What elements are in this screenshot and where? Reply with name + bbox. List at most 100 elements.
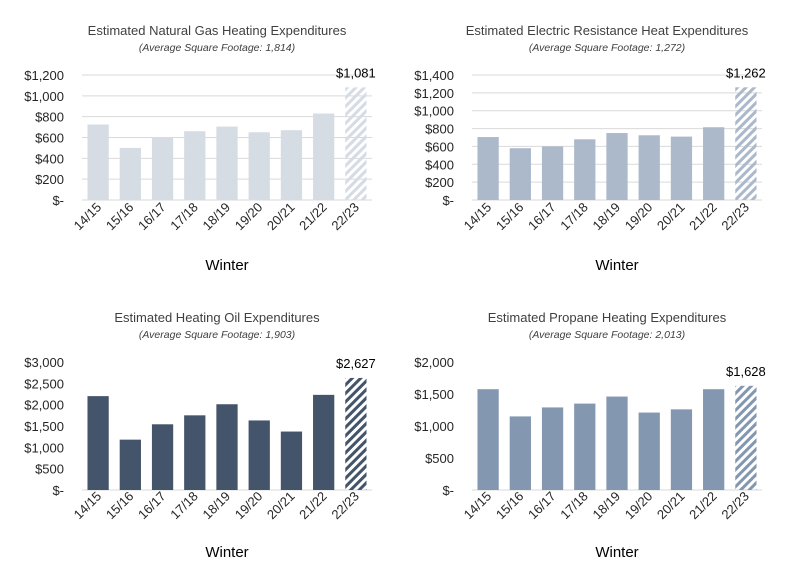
data-label: $1,081 <box>336 65 376 80</box>
y-tick-label: $1,200 <box>24 68 64 83</box>
bar <box>670 409 693 490</box>
bar <box>151 424 174 490</box>
x-axis-label: Winter <box>205 544 248 561</box>
bar <box>280 431 303 490</box>
y-tick-label: $400 <box>35 151 64 166</box>
y-tick-label: $600 <box>35 131 64 146</box>
bar <box>638 135 660 200</box>
data-label: $1,628 <box>726 364 766 379</box>
chart-subtitle: (Average Square Footage: 1,814) <box>139 42 295 54</box>
bar <box>216 126 238 200</box>
y-tick-label: $400 <box>425 157 454 172</box>
x-tick-label: 16/17 <box>525 200 559 234</box>
x-tick-label: 15/16 <box>103 489 137 523</box>
x-tick-label: 19/20 <box>232 489 266 523</box>
y-tick-label: $1,500 <box>24 419 64 434</box>
x-tick-label: 19/20 <box>622 489 656 523</box>
y-tick-label: $1,000 <box>24 440 64 455</box>
bar <box>216 404 238 490</box>
x-tick-label: 20/21 <box>264 200 298 234</box>
x-tick-label: 20/21 <box>654 200 688 234</box>
y-tick-label: $600 <box>425 139 454 154</box>
chart-svg: Estimated Electric Resistance Heat Expen… <box>414 23 766 274</box>
data-label: $2,627 <box>336 356 376 371</box>
data-label: $1,262 <box>726 65 766 80</box>
chart-title: Estimated Heating Oil Expenditures <box>114 310 320 325</box>
x-tick-label: 22/23 <box>718 200 752 234</box>
y-tick-label: $- <box>442 483 454 498</box>
x-tick-label: 20/21 <box>654 489 688 523</box>
y-tick-label: $2,500 <box>24 376 64 391</box>
x-tick-label: 18/19 <box>590 489 624 523</box>
x-tick-label: 17/18 <box>557 200 591 234</box>
x-tick-label: 18/19 <box>590 200 624 234</box>
y-tick-label: $200 <box>425 175 454 190</box>
y-tick-label: $2,000 <box>24 398 64 413</box>
chart-propane: Estimated Propane Heating Expenditures (A… <box>390 287 780 574</box>
bar <box>248 132 270 200</box>
bar <box>184 131 206 200</box>
chart-subtitle: (Average Square Footage: 2,013) <box>529 329 685 341</box>
bar <box>606 133 628 200</box>
y-tick-label: $200 <box>35 172 64 187</box>
forecast-bar <box>735 385 757 490</box>
bar <box>703 127 725 200</box>
x-tick-label: 16/17 <box>135 200 169 234</box>
y-tick-label: $1,000 <box>24 89 64 104</box>
chart-svg: Estimated Heating Oil Expenditures (Avera… <box>24 310 376 561</box>
x-tick-label: 19/20 <box>622 200 656 234</box>
chart-electric-resistance: Estimated Electric Resistance Heat Expen… <box>390 0 780 287</box>
y-tick-label: $500 <box>35 462 64 477</box>
x-axis-label: Winter <box>595 257 638 274</box>
bar <box>119 147 141 200</box>
chart-natural-gas: Estimated Natural Gas Heating Expenditur… <box>0 0 390 287</box>
x-tick-label: 17/18 <box>167 489 201 523</box>
x-tick-label: 16/17 <box>135 489 169 523</box>
forecast-bar <box>735 87 757 200</box>
x-tick-label: 17/18 <box>557 489 591 523</box>
forecast-bar <box>345 87 367 200</box>
x-tick-label: 18/19 <box>200 200 234 234</box>
x-axis-label: Winter <box>205 257 248 274</box>
chart-title: Estimated Natural Gas Heating Expenditur… <box>88 23 347 38</box>
x-tick-label: 15/16 <box>493 489 527 523</box>
bar <box>509 148 531 200</box>
bar <box>574 139 596 200</box>
x-tick-label: 16/17 <box>525 489 559 523</box>
x-tick-label: 14/15 <box>71 200 105 234</box>
bar <box>541 407 564 490</box>
x-tick-label: 14/15 <box>461 489 495 523</box>
x-tick-label: 15/16 <box>103 200 137 234</box>
bar <box>574 403 596 490</box>
x-axis-label: Winter <box>595 544 638 561</box>
x-tick-label: 21/22 <box>296 489 330 523</box>
forecast-bar <box>345 377 367 490</box>
y-tick-label: $1,000 <box>414 104 454 119</box>
bar <box>248 420 270 490</box>
chart-title: Estimated Propane Heating Expenditures <box>488 310 727 325</box>
bar <box>638 412 660 490</box>
x-tick-label: 15/16 <box>493 200 527 234</box>
x-tick-label: 21/22 <box>686 200 720 234</box>
x-tick-label: 18/19 <box>200 489 234 523</box>
x-tick-label: 19/20 <box>232 200 266 234</box>
bar <box>87 396 109 490</box>
bar <box>670 136 693 200</box>
chart-subtitle: (Average Square Footage: 1,272) <box>529 42 685 54</box>
chart-subtitle: (Average Square Footage: 1,903) <box>139 329 295 341</box>
chart-svg: Estimated Natural Gas Heating Expenditur… <box>24 23 376 274</box>
bar <box>151 137 174 200</box>
x-tick-label: 22/23 <box>328 200 362 234</box>
chart-svg: Estimated Propane Heating Expenditures (A… <box>414 310 766 561</box>
bar <box>703 389 725 490</box>
x-tick-label: 22/23 <box>328 489 362 523</box>
bar <box>477 137 499 200</box>
x-tick-label: 20/21 <box>264 489 298 523</box>
bar <box>87 124 109 200</box>
x-tick-label: 17/18 <box>167 200 201 234</box>
y-tick-label: $3,000 <box>24 355 64 370</box>
x-tick-label: 21/22 <box>686 489 720 523</box>
chart-heating-oil: Estimated Heating Oil Expenditures (Avera… <box>0 287 390 574</box>
bar <box>477 389 499 490</box>
x-tick-label: 14/15 <box>461 200 495 234</box>
